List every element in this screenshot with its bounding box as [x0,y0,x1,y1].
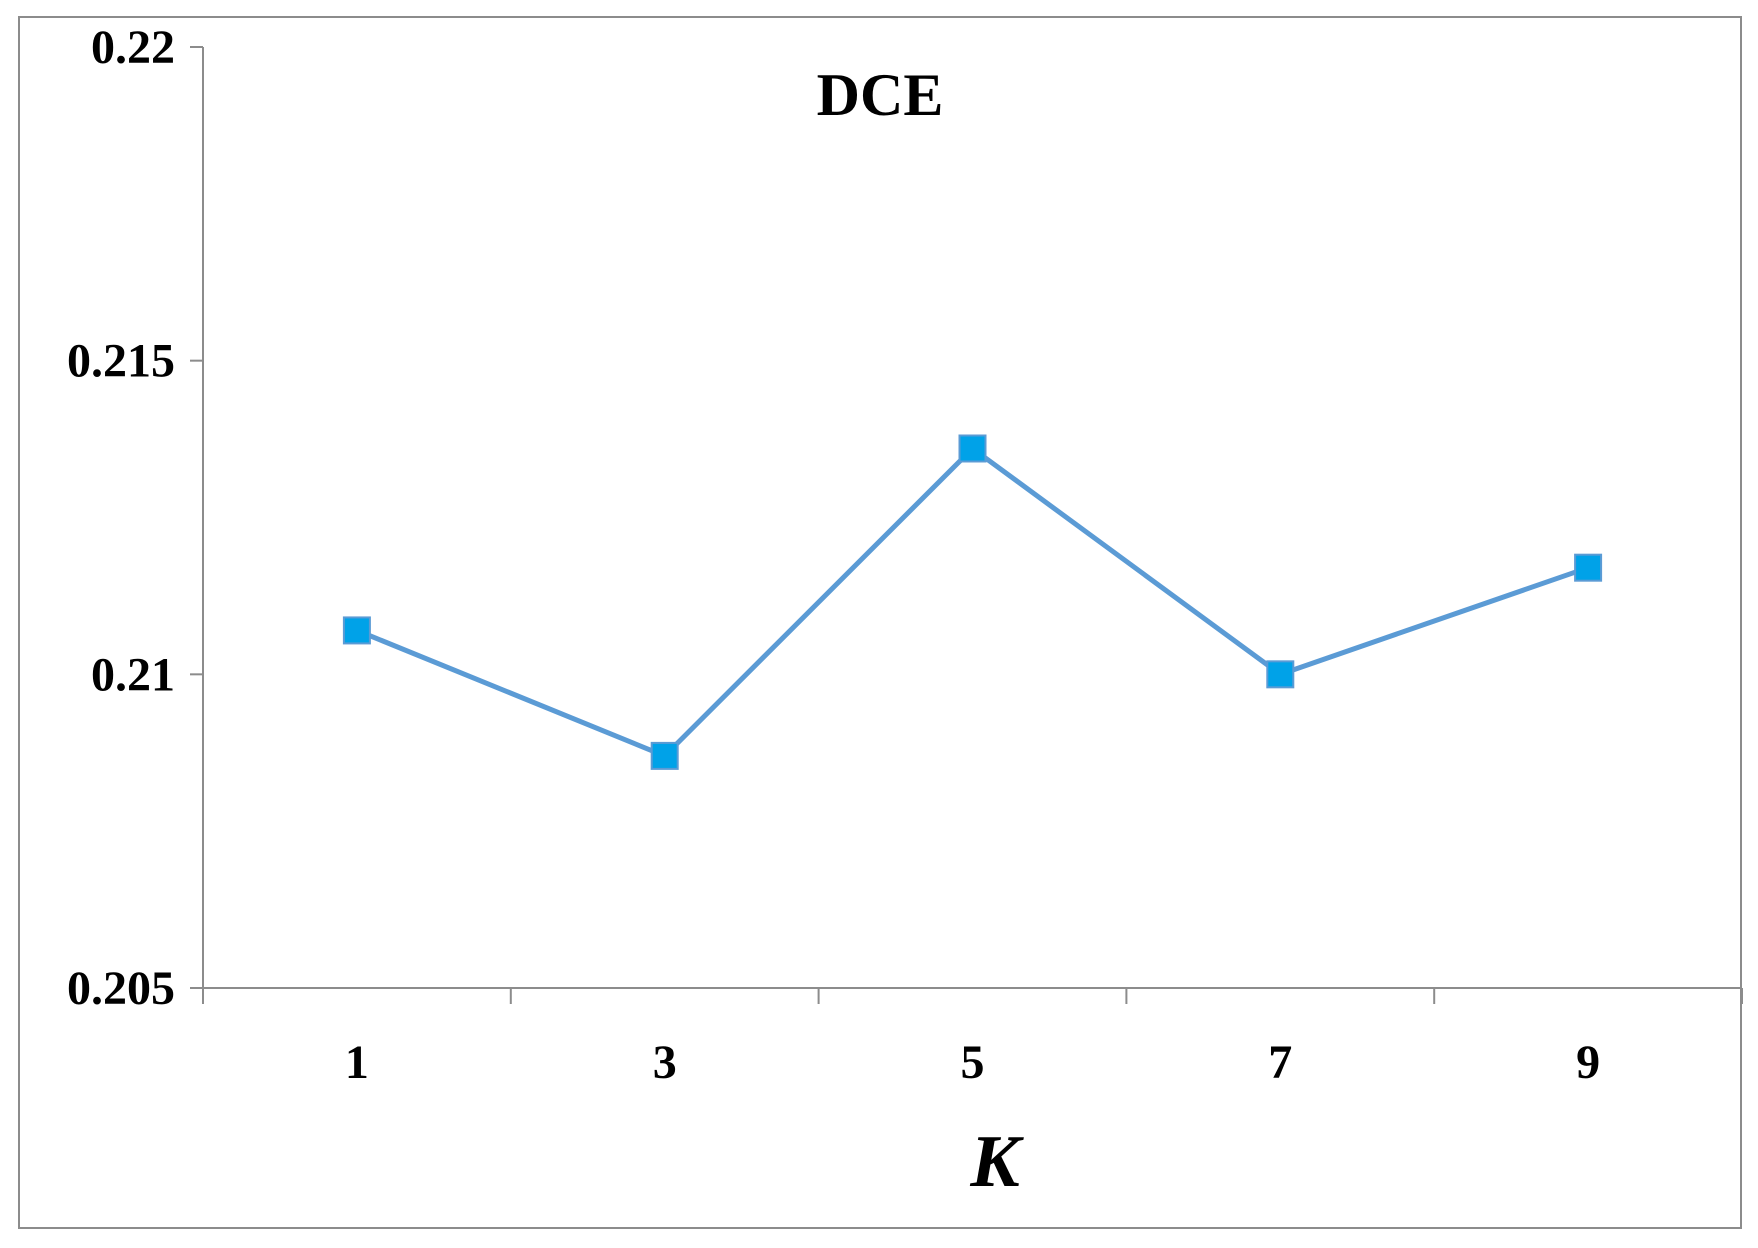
y-tick-label: 0.21 [91,648,175,701]
series-line [355,445,1589,759]
series-layer [342,434,1603,770]
chart-frame [18,16,1742,1229]
axes: 0.205 0.21 0.215 0.22 1 3 5 7 9 [67,21,1743,1089]
data-point-marker [342,616,371,645]
data-point-marker [1574,553,1603,582]
y-tick-label: 0.215 [67,335,175,388]
x-tick-label: 9 [1576,1036,1600,1089]
x-tick-label: 5 [961,1036,985,1089]
chart-title: DCE [817,62,944,128]
data-point-marker [1266,660,1295,689]
data-point-marker [958,434,987,463]
data-point-marker [650,741,679,770]
x-tick-label: 1 [345,1036,369,1089]
x-tick-label: 3 [653,1036,677,1089]
x-tick-label: 7 [1268,1036,1292,1089]
y-tick-label: 0.205 [67,962,175,1015]
y-tick-label: 0.22 [91,21,175,74]
x-axis-title: K [969,1121,1024,1203]
